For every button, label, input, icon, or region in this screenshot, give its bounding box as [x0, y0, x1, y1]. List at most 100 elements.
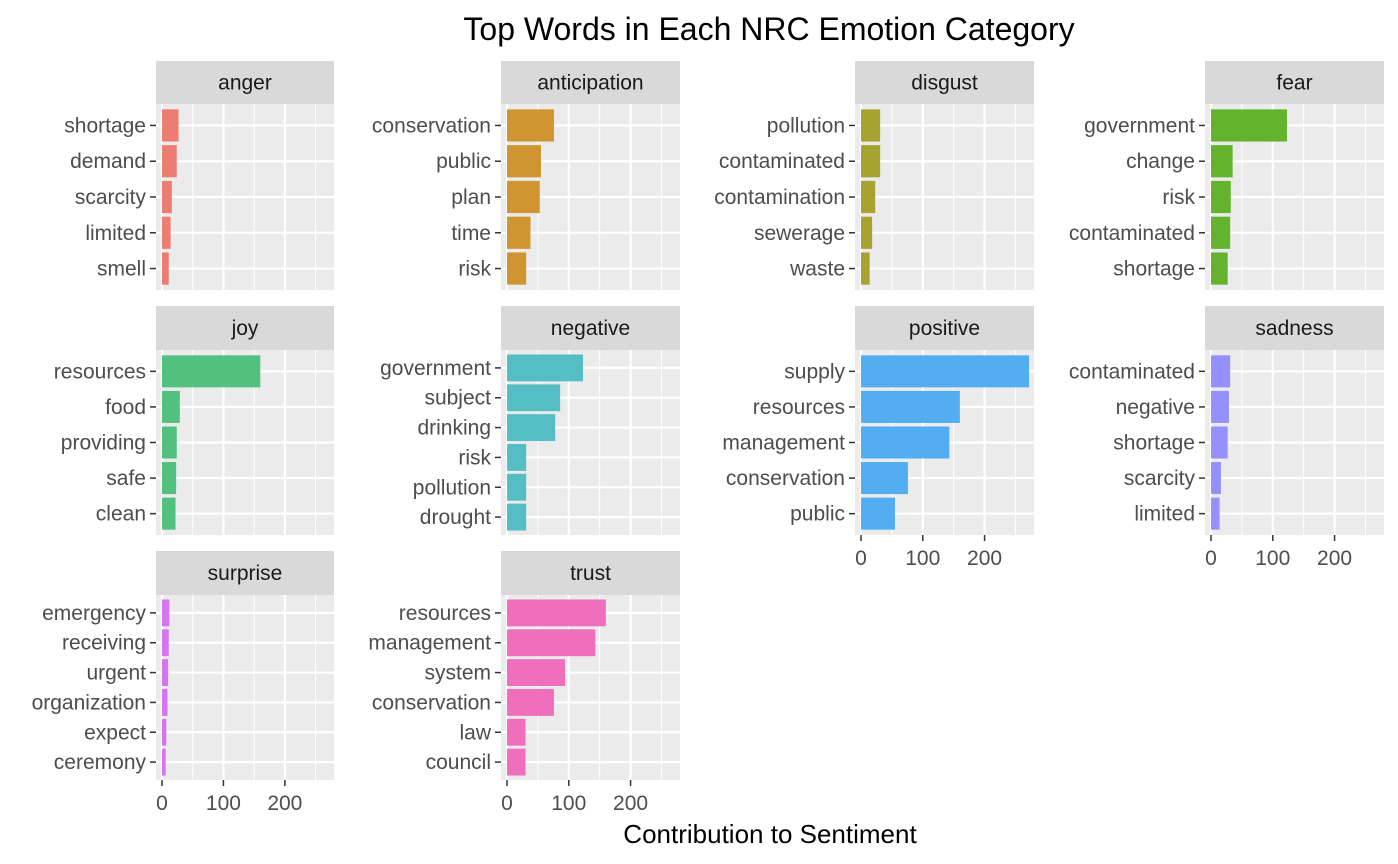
- facet-negative: negative government subject drinking risk pol…: [380, 306, 680, 535]
- bar-sadness-shortage: [1211, 426, 1228, 459]
- facet-joy: joy resources food providing safe clean: [54, 306, 334, 535]
- bar-surprise-organization: [162, 688, 168, 716]
- bar-anger-scarcity: [162, 180, 172, 214]
- y-tick-label: subject: [424, 387, 491, 410]
- bar-anticipation-risk: [507, 252, 527, 285]
- facet-strip: [156, 306, 334, 350]
- facet-strip-label: anger: [218, 72, 272, 95]
- bar-fear-shortage: [1211, 252, 1228, 285]
- bar-anticipation-plan: [507, 180, 540, 214]
- y-tick-label: time: [451, 222, 491, 245]
- y-tick-label: scarcity: [75, 186, 147, 209]
- facet-fear: fear government change risk contaminated shor…: [1069, 61, 1384, 290]
- y-tick-label: plan: [451, 186, 491, 209]
- bar-anger-demand: [162, 145, 177, 178]
- facet-strip: [855, 61, 1034, 104]
- y-tick-label: providing: [61, 432, 146, 455]
- y-tick-label: council: [426, 751, 491, 774]
- x-tick-label: 0: [501, 792, 513, 815]
- facet-strip: [501, 551, 680, 595]
- bar-trust-resources: [507, 599, 606, 627]
- y-tick-label: organization: [32, 691, 146, 714]
- y-tick-label: urgent: [86, 662, 146, 685]
- y-tick-label: management: [368, 632, 491, 655]
- bar-anger-limited: [162, 216, 171, 249]
- y-tick-label: contamination: [714, 186, 845, 209]
- bar-surprise-emergency: [162, 599, 170, 627]
- bar-positive-management: [861, 426, 950, 459]
- facet-surprise: surprise emergency receiving urgent organiza…: [32, 551, 334, 815]
- y-tick-label: system: [424, 662, 491, 685]
- facet-trust: trust resources management system conservati…: [368, 551, 680, 815]
- bar-fear-risk: [1211, 180, 1231, 214]
- facet-panels: angershortagedemandscarcitylimitedsmella…: [32, 61, 1384, 815]
- facet-panel: [156, 595, 334, 780]
- bar-surprise-ceremony: [162, 748, 166, 776]
- facet-strip: [855, 306, 1034, 350]
- bar-negative-government: [507, 354, 583, 382]
- y-tick-label: public: [436, 150, 491, 173]
- bar-positive-resources: [861, 390, 960, 423]
- x-tick-label: 100: [1255, 547, 1290, 570]
- facet-strip-label: fear: [1276, 72, 1312, 95]
- y-tick-label: demand: [70, 150, 146, 173]
- bar-anticipation-time: [507, 216, 531, 249]
- bar-anger-smell: [162, 252, 169, 285]
- bar-trust-council: [507, 748, 526, 776]
- bar-disgust-pollution: [861, 109, 881, 142]
- bar-sadness-contaminated: [1211, 355, 1231, 388]
- y-tick-label: receiving: [62, 632, 146, 655]
- y-tick-label: ceremony: [54, 751, 147, 774]
- bar-disgust-waste: [861, 252, 870, 285]
- y-tick-label: government: [1084, 114, 1195, 137]
- facet-strip-label: disgust: [911, 72, 978, 95]
- y-tick-label: smell: [97, 258, 146, 281]
- y-tick-label: clean: [96, 503, 146, 526]
- bar-anger-shortage: [162, 109, 179, 142]
- bar-joy-food: [162, 390, 180, 423]
- bar-joy-providing: [162, 426, 177, 459]
- y-tick-label: change: [1126, 150, 1195, 173]
- bar-negative-risk: [507, 443, 527, 471]
- bar-disgust-contaminated: [861, 145, 881, 178]
- bar-trust-management: [507, 629, 596, 657]
- bar-fear-change: [1211, 145, 1233, 178]
- facet-strip-label: anticipation: [537, 72, 643, 95]
- bar-trust-system: [507, 659, 566, 687]
- y-tick-label: waste: [789, 258, 845, 281]
- y-tick-label: sewerage: [754, 222, 845, 245]
- y-tick-label: government: [380, 357, 491, 380]
- bar-sadness-negative: [1211, 390, 1229, 423]
- x-tick-label: 200: [967, 547, 1002, 570]
- facet-strip-label: joy: [231, 317, 259, 340]
- bar-positive-public: [861, 497, 895, 530]
- bar-joy-clean: [162, 497, 176, 530]
- bar-fear-government: [1211, 109, 1287, 142]
- x-axis-label: Contribution to Sentiment: [623, 819, 917, 849]
- y-tick-label: food: [105, 396, 146, 419]
- bar-surprise-expect: [162, 718, 167, 746]
- facet-strip: [1205, 61, 1384, 104]
- bar-trust-conservation: [507, 688, 554, 716]
- bar-anticipation-public: [507, 145, 541, 178]
- bar-sadness-scarcity: [1211, 462, 1221, 495]
- bar-sadness-limited: [1211, 497, 1220, 530]
- bar-joy-safe: [162, 462, 177, 495]
- facet-strip: [501, 306, 680, 350]
- facet-strip: [501, 61, 680, 104]
- y-tick-label: shortage: [1113, 432, 1195, 455]
- y-tick-label: risk: [1162, 186, 1195, 209]
- y-tick-label: risk: [458, 258, 491, 281]
- y-tick-label: resources: [54, 360, 146, 383]
- x-tick-label: 200: [267, 792, 302, 815]
- y-tick-label: resources: [399, 602, 491, 625]
- y-tick-label: contaminated: [1069, 360, 1195, 383]
- y-tick-label: contaminated: [1069, 222, 1195, 245]
- facet-strip: [1205, 306, 1384, 350]
- y-tick-label: public: [790, 503, 845, 526]
- y-tick-label: expect: [84, 721, 146, 744]
- y-tick-label: drinking: [417, 417, 491, 440]
- x-tick-label: 0: [855, 547, 867, 570]
- facet-strip-label: surprise: [208, 562, 283, 585]
